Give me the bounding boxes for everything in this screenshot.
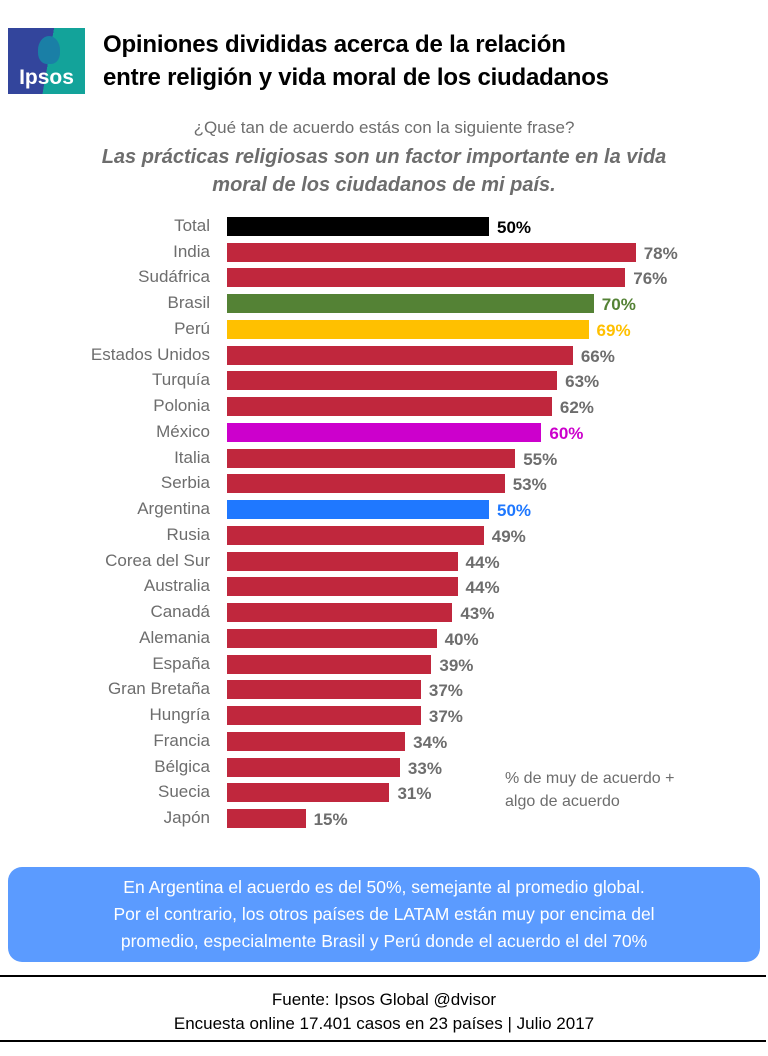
- value-label: 40%: [444, 629, 479, 649]
- value-label: 37%: [428, 681, 463, 701]
- value-label: 55%: [523, 449, 558, 469]
- statement: Las prácticas religiosas son un factor i…: [10, 143, 758, 199]
- value-label: 69%: [596, 320, 631, 340]
- value-label: 39%: [439, 655, 474, 675]
- bar: [227, 809, 306, 829]
- category-label: Total: [174, 216, 210, 235]
- value-label: 70%: [601, 295, 636, 315]
- source-line: Encuesta online 17.401 casos en 23 paíse…: [173, 1014, 595, 1033]
- category-label: Francia: [153, 730, 210, 750]
- summary-box: En Argentina el acuerdo es del 50%, seme…: [8, 867, 760, 962]
- value-label: 44%: [465, 552, 500, 572]
- value-label: 76%: [633, 269, 668, 289]
- summary-line: promedio, especialmente Brasil y Perú do…: [120, 931, 648, 951]
- bar: [227, 217, 489, 236]
- value-label: 50%: [497, 218, 532, 237]
- category-label: Gran Bretaña: [107, 679, 210, 699]
- value-label: 37%: [428, 707, 463, 727]
- divider: [0, 1040, 766, 1042]
- bar: [227, 242, 636, 262]
- bar: [227, 551, 458, 571]
- bar: [227, 628, 437, 648]
- category-label: Bélgica: [154, 756, 210, 776]
- bar: [227, 268, 626, 288]
- source-line: Fuente: Ipsos Global @dvisor: [271, 990, 497, 1009]
- category-label: Polonia: [153, 396, 210, 416]
- head-silhouette-icon: [38, 36, 60, 64]
- ipsos-logo: Ipsos: [8, 28, 85, 94]
- bar: [227, 757, 400, 777]
- value-label: 34%: [413, 732, 448, 752]
- bar: [227, 500, 489, 520]
- category-label: India: [173, 241, 210, 261]
- value-label: 62%: [559, 398, 594, 418]
- bar: [227, 706, 421, 726]
- category-label: Rusia: [166, 524, 210, 544]
- category-label: Estados Unidos: [90, 344, 210, 364]
- category-label: Japón: [163, 808, 210, 828]
- value-label: 63%: [565, 372, 600, 392]
- title-line: entre religión y vida moral de los ciuda…: [103, 64, 609, 91]
- bar: [227, 525, 484, 545]
- bar: [227, 731, 406, 751]
- category-label: Turquía: [152, 370, 210, 390]
- category-label: Italia: [174, 447, 210, 467]
- title-line: Opiniones divididas acerca de la relació…: [103, 31, 566, 58]
- value-label: 53%: [512, 475, 547, 495]
- logo-text: Ipsos: [19, 66, 74, 89]
- category-label: España: [152, 653, 210, 673]
- bar: [227, 294, 594, 314]
- note-line: algo de acuerdo: [505, 793, 620, 810]
- category-label: Corea del Sur: [105, 550, 210, 570]
- value-label: 31%: [397, 784, 432, 804]
- value-label: 60%: [549, 423, 584, 443]
- value-label: 49%: [491, 526, 526, 546]
- statement-line: moral de los ciudadanos de mi país.: [212, 174, 556, 196]
- bar: [227, 654, 432, 674]
- value-label: 66%: [580, 346, 615, 366]
- value-label: 33%: [407, 758, 442, 778]
- bar: [227, 397, 552, 417]
- category-label: Brasil: [167, 293, 210, 313]
- value-label: 43%: [460, 604, 495, 624]
- category-label: Australia: [143, 576, 210, 596]
- chart-note: % de muy de acuerdo + algo de acuerdo: [505, 767, 745, 813]
- bar: [227, 345, 573, 365]
- category-label: Perú: [174, 318, 210, 338]
- bar: [227, 474, 505, 494]
- category-label: Serbia: [160, 473, 210, 493]
- bar: [227, 371, 558, 391]
- statement-line: Las prácticas religiosas son un factor i…: [101, 146, 667, 168]
- bar: [227, 319, 589, 339]
- bar: [227, 783, 390, 803]
- category-label: Canadá: [150, 602, 210, 622]
- value-label: 15%: [313, 810, 348, 830]
- summary-line: Por el contrario, los otros países de LA…: [113, 904, 655, 924]
- category-label: Alemania: [139, 627, 210, 647]
- bar: [227, 422, 542, 442]
- bar: [227, 577, 458, 597]
- survey-question: ¿Qué tan de acuerdo estás con la siguien…: [193, 118, 575, 137]
- summary-line: En Argentina el acuerdo es del 50%, seme…: [123, 877, 645, 897]
- note-line: % de muy de acuerdo +: [505, 770, 675, 787]
- value-label: 78%: [643, 243, 678, 263]
- bar: [227, 603, 453, 623]
- category-label: Argentina: [137, 499, 210, 519]
- category-label: Hungría: [149, 705, 210, 725]
- value-label: 44%: [465, 578, 500, 598]
- divider: [0, 975, 766, 977]
- category-label: Sudáfrica: [138, 267, 210, 287]
- bar: [227, 680, 421, 700]
- value-label: 50%: [497, 501, 532, 521]
- page-title: Opiniones divididas acerca de la relació…: [103, 28, 758, 94]
- category-label: Suecia: [158, 782, 210, 802]
- category-label: México: [156, 421, 210, 441]
- bar: [227, 448, 516, 468]
- source: Fuente: Ipsos Global @dvisor Encuesta onl…: [0, 988, 768, 1036]
